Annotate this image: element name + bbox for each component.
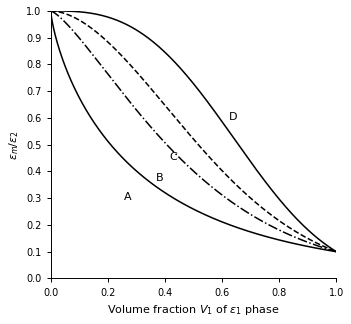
Text: D: D [229, 111, 238, 122]
X-axis label: Volume fraction $V_1$ of $\varepsilon_1$ phase: Volume fraction $V_1$ of $\varepsilon_1$… [107, 303, 280, 317]
Text: A: A [124, 192, 132, 202]
Text: C: C [170, 152, 178, 162]
Y-axis label: $\varepsilon_m/\varepsilon_2$: $\varepsilon_m/\varepsilon_2$ [7, 130, 21, 160]
Text: B: B [155, 173, 163, 183]
